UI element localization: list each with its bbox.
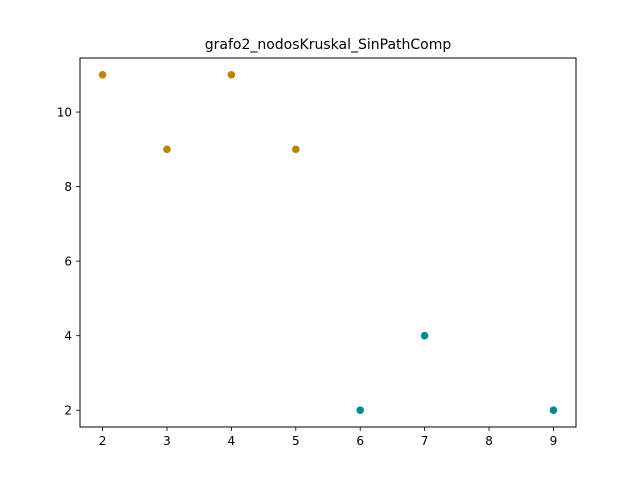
axes-layer: 2 3 4 5 6 7 8 9 2 4 6 8 10 bbox=[57, 106, 558, 448]
y-tick-label: 2 bbox=[64, 404, 72, 418]
y-tick-label: 10 bbox=[57, 106, 72, 120]
x-tick-label: 2 bbox=[99, 434, 107, 448]
y-tick-label: 4 bbox=[64, 329, 72, 343]
points-layer bbox=[98, 70, 558, 415]
chart-title: grafo2_nodosKruskal_SinPathComp bbox=[205, 37, 452, 53]
data-point bbox=[227, 70, 236, 79]
x-tick-label: 7 bbox=[421, 434, 429, 448]
data-point bbox=[291, 145, 300, 154]
x-tick-label: 6 bbox=[356, 434, 364, 448]
data-point bbox=[163, 145, 171, 154]
x-tick-label: 5 bbox=[292, 434, 300, 448]
x-tick-label: 9 bbox=[550, 434, 558, 448]
x-tick-label: 8 bbox=[485, 434, 493, 448]
y-tick-label: 8 bbox=[64, 180, 72, 194]
data-point bbox=[549, 406, 558, 415]
plot-frame bbox=[79, 57, 577, 428]
x-tick-label: 3 bbox=[163, 434, 171, 448]
data-point bbox=[98, 70, 107, 79]
x-tick-label: 4 bbox=[228, 434, 236, 448]
y-tick-label: 6 bbox=[64, 255, 72, 269]
data-point bbox=[420, 331, 429, 340]
data-point bbox=[356, 406, 365, 415]
